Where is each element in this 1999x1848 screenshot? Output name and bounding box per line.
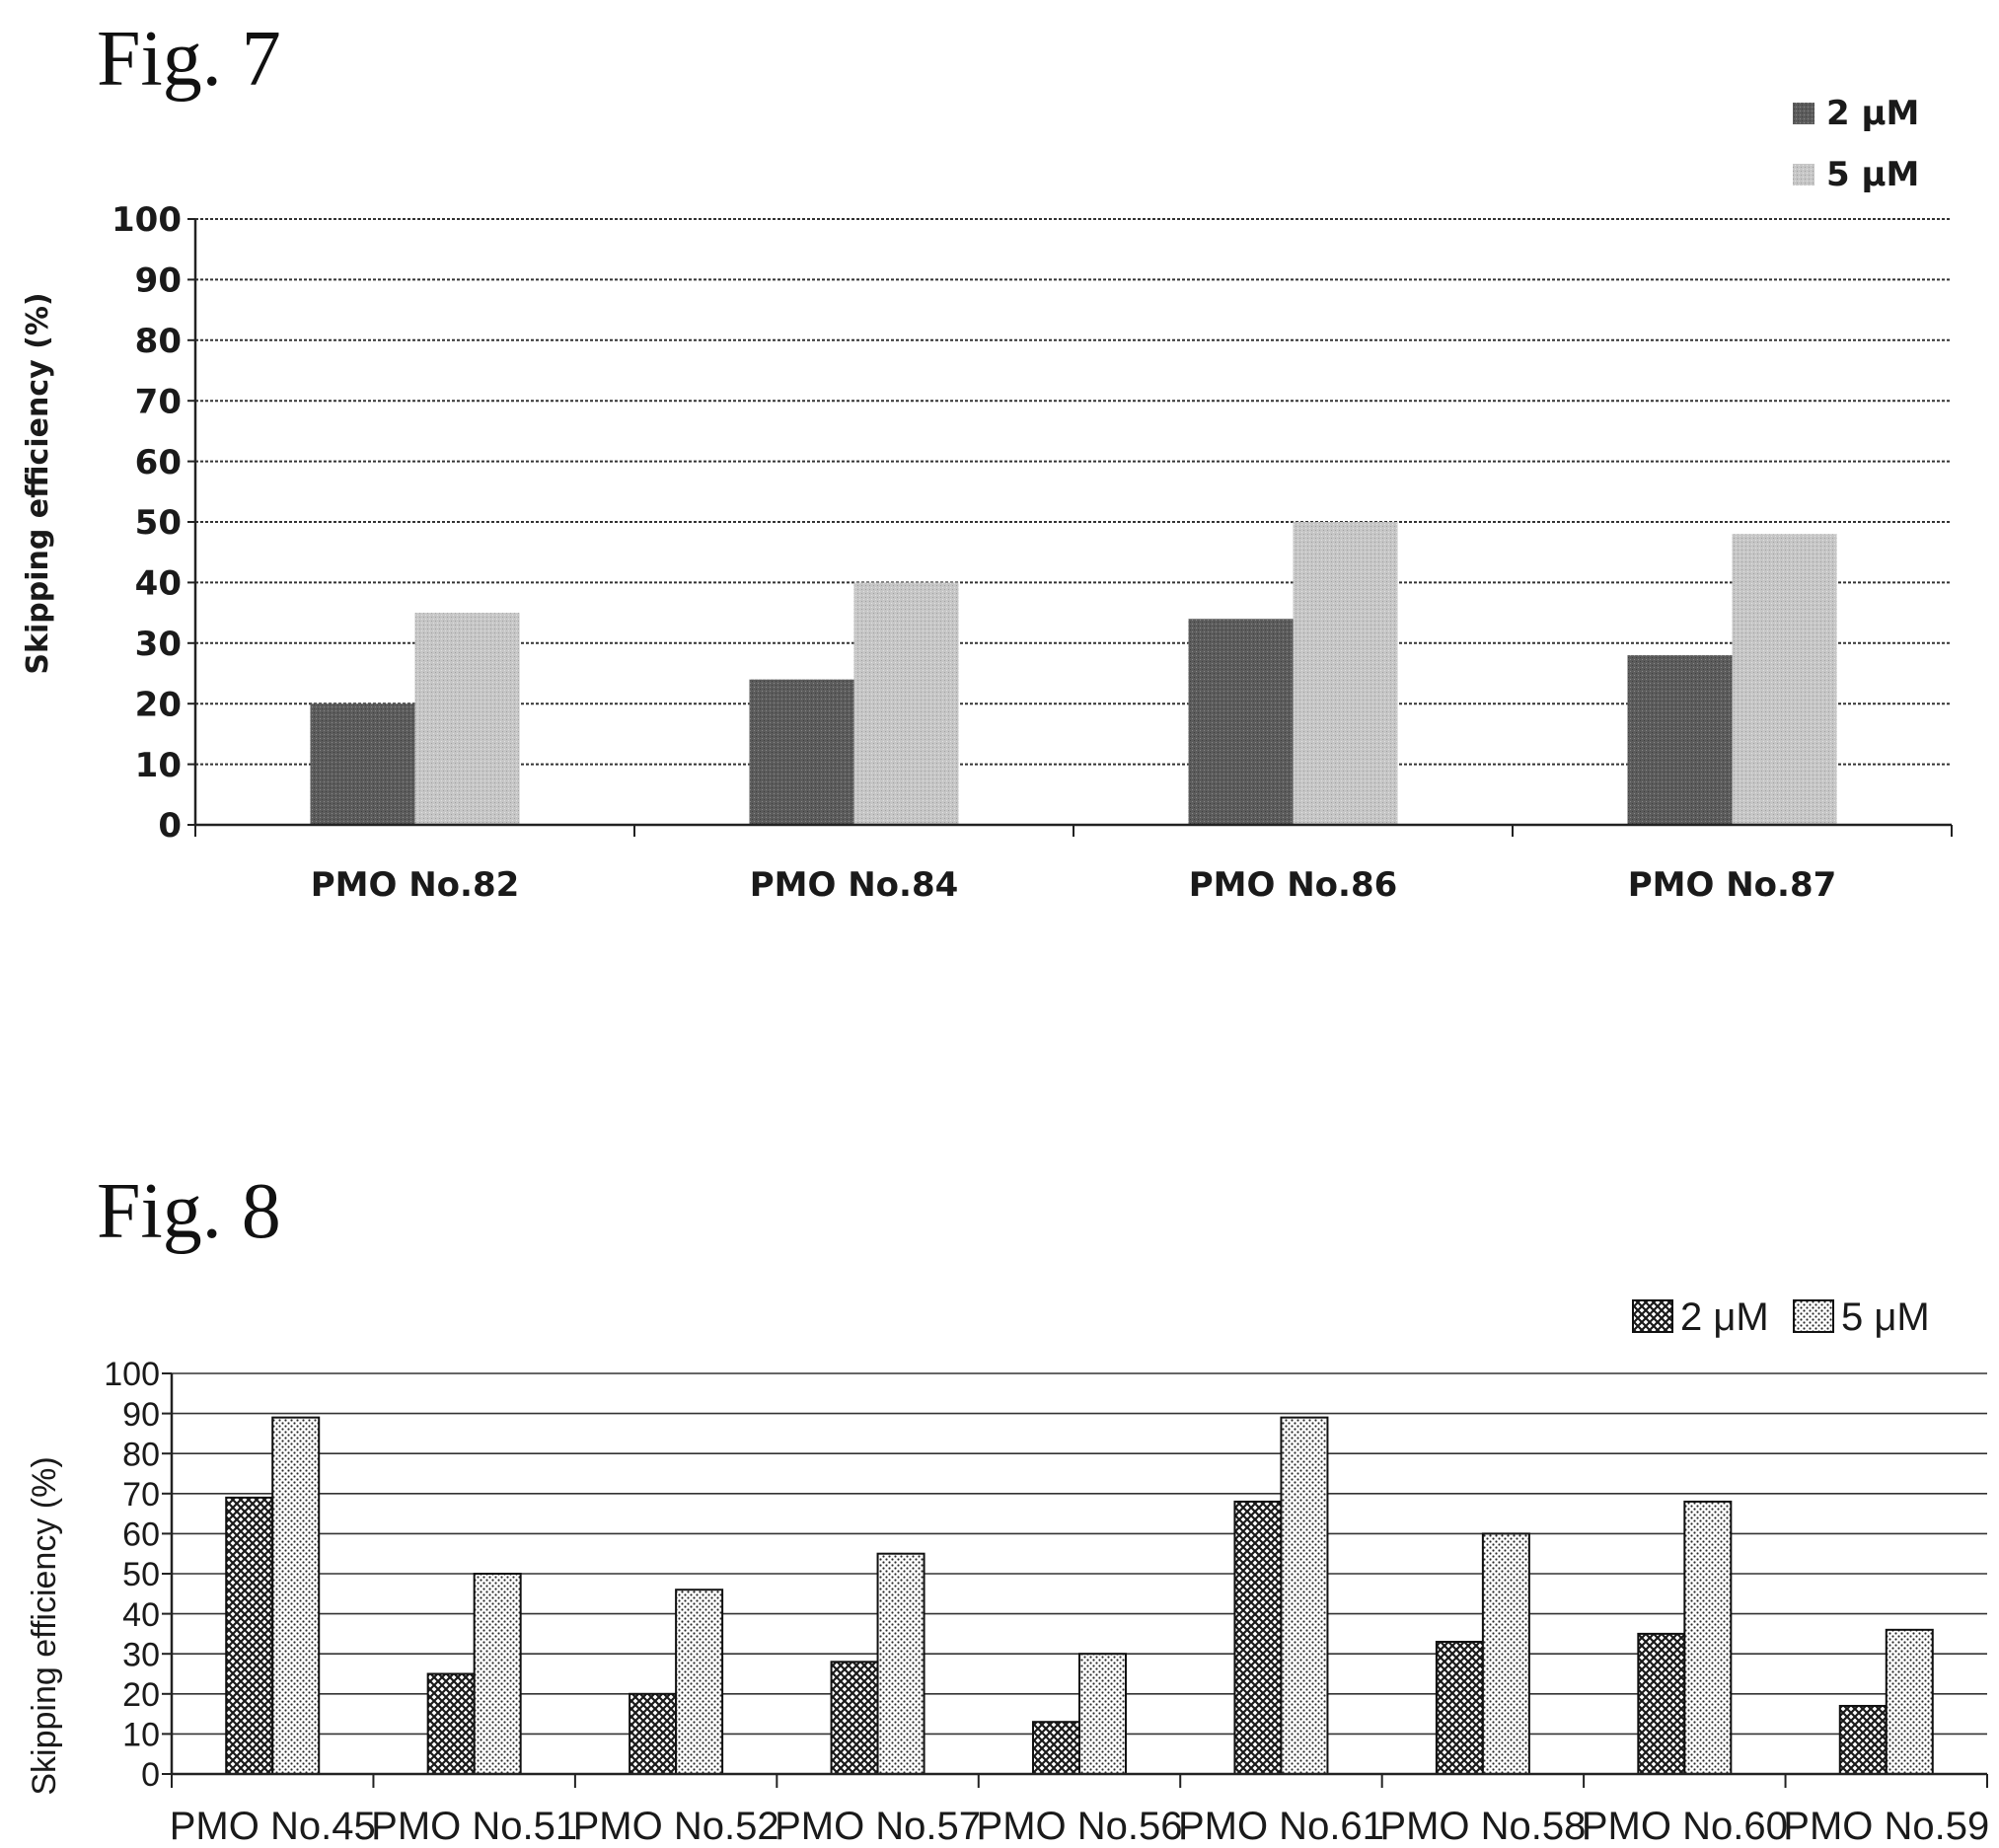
fig8-x-tick-label: PMO No.52 <box>573 1805 779 1848</box>
fig8-bar-2uM <box>426 1672 476 1775</box>
fig8-legend-label-2uM: 2 μM <box>1680 1295 1769 1339</box>
fig7-y-tick-label: 100 <box>111 200 182 240</box>
fig8-bar-5uM <box>473 1573 522 1775</box>
fig8-y-tick-label: 70 <box>122 1476 160 1514</box>
fig7-y-tick-label: 30 <box>135 625 182 664</box>
fig8-legend-swatch-2uM <box>1632 1299 1673 1333</box>
fig7-legend: 2 μM 5 μM <box>1793 94 1919 194</box>
fig7-y-tick-label: 70 <box>135 382 182 421</box>
fig7-y-tick-label: 90 <box>135 261 182 301</box>
fig8-bar-2uM <box>1435 1641 1484 1775</box>
fig8-bar-2uM <box>225 1496 274 1775</box>
fig8-title: Fig. 8 <box>97 1168 281 1255</box>
fig7-legend-swatch-5uM <box>1793 164 1814 185</box>
fig7-legend-label-5uM: 5 μM <box>1826 155 1919 194</box>
fig7-legend-label-2uM: 2 μM <box>1826 94 1919 133</box>
fig8-x-tick-label: PMO No.61 <box>1178 1805 1384 1848</box>
fig7-title: Fig. 7 <box>97 16 281 103</box>
fig7-y-axis-label: Skipping efficiency (%) <box>21 292 55 674</box>
fig7-bar-2uM <box>1627 655 1733 825</box>
fig7-x-tick-label: PMO No.84 <box>750 865 959 905</box>
fig8-axes <box>162 1372 1988 1788</box>
fig7-x-tick-label: PMO No.82 <box>311 865 520 905</box>
fig7-x-tick-labels: PMO No.82 PMO No.84 PMO No.86 PMO No.87 <box>311 865 1837 905</box>
fig8-x-tick-label: PMO No.60 <box>1582 1805 1788 1848</box>
fig7-y-tick-label: 20 <box>135 685 182 724</box>
fig8-bar-5uM <box>271 1416 321 1775</box>
fig8-y-tick-label: 20 <box>122 1676 160 1714</box>
fig8-bar-2uM <box>1838 1704 1888 1775</box>
fig7-bar-2uM <box>1188 619 1294 825</box>
fig8-bar-5uM <box>1683 1500 1733 1775</box>
fig8-bar-5uM <box>1885 1628 1934 1775</box>
fig7-bar-5uM <box>1293 522 1398 825</box>
fig7-bar-5uM <box>853 582 959 825</box>
fig8-bar-5uM <box>876 1552 925 1776</box>
fig7-bar-5uM <box>414 613 520 825</box>
fig8-y-tick-label: 90 <box>122 1396 160 1434</box>
fig8-legend-label-5uM: 5 μM <box>1841 1295 1930 1339</box>
fig7-y-tick-labels: 0 10 20 30 40 50 60 70 80 90 100 <box>111 200 182 846</box>
fig8-y-tick-label: 80 <box>122 1436 160 1473</box>
fig8-x-tick-label: PMO No.58 <box>1379 1805 1586 1848</box>
fig7-y-tick-label: 60 <box>135 443 182 482</box>
fig8-legend: 2 μM 5 μM <box>1632 1295 1930 1339</box>
fig8-legend-swatch-5uM <box>1793 1299 1834 1333</box>
fig7-y-tick-label: 50 <box>135 503 182 543</box>
fig8-bar-5uM <box>1078 1653 1127 1776</box>
fig7-bar-5uM <box>1732 534 1837 825</box>
fig7-bars <box>310 522 1837 825</box>
fig8-x-tick-label: PMO No.59 <box>1783 1805 1989 1848</box>
fig8-x-tick-label: PMO No.51 <box>371 1805 577 1848</box>
fig8-y-tick-label: 0 <box>141 1756 160 1794</box>
fig8-bar-2uM <box>629 1692 678 1775</box>
fig8-y-tick-label: 10 <box>122 1717 160 1754</box>
fig8-bar-5uM <box>1280 1416 1329 1775</box>
fig7-axes <box>187 218 1953 837</box>
fig8-bar-5uM <box>1481 1532 1530 1775</box>
fig7-y-tick-label: 40 <box>135 564 182 604</box>
fig8-y-axis-label: Skipping efficiency (%) <box>26 1456 63 1795</box>
fig8-x-tick-label: PMO No.56 <box>977 1805 1183 1848</box>
fig7-legend-swatch-2uM <box>1793 103 1814 124</box>
fig8-bar-5uM <box>675 1589 724 1775</box>
fig8-y-tick-label: 50 <box>122 1556 160 1593</box>
fig8-y-tick-label: 30 <box>122 1636 160 1673</box>
fig7-y-tick-label: 10 <box>135 746 182 785</box>
fig7-x-tick-label: PMO No.87 <box>1628 865 1837 905</box>
fig7-x-tick-label: PMO No.86 <box>1189 865 1398 905</box>
fig8-bar-2uM <box>830 1661 879 1776</box>
fig8-bar-2uM <box>1637 1632 1686 1775</box>
fig7-bar-2uM <box>310 703 415 825</box>
fig8-y-tick-label: 60 <box>122 1516 160 1554</box>
fig7-bar-2uM <box>749 679 854 825</box>
fig7-y-tick-label: 80 <box>135 322 182 361</box>
fig8-bar-2uM <box>1032 1721 1080 1775</box>
fig8-y-tick-label: 100 <box>104 1356 160 1393</box>
fig7-y-tick-label: 0 <box>158 806 182 846</box>
fig8-y-tick-label: 40 <box>122 1596 160 1634</box>
fig8-bars <box>225 1416 1934 1776</box>
fig8-x-tick-label: PMO No.45 <box>170 1805 376 1848</box>
fig8-bar-2uM <box>1233 1500 1283 1775</box>
fig8-x-tick-label: PMO No.57 <box>775 1805 981 1848</box>
